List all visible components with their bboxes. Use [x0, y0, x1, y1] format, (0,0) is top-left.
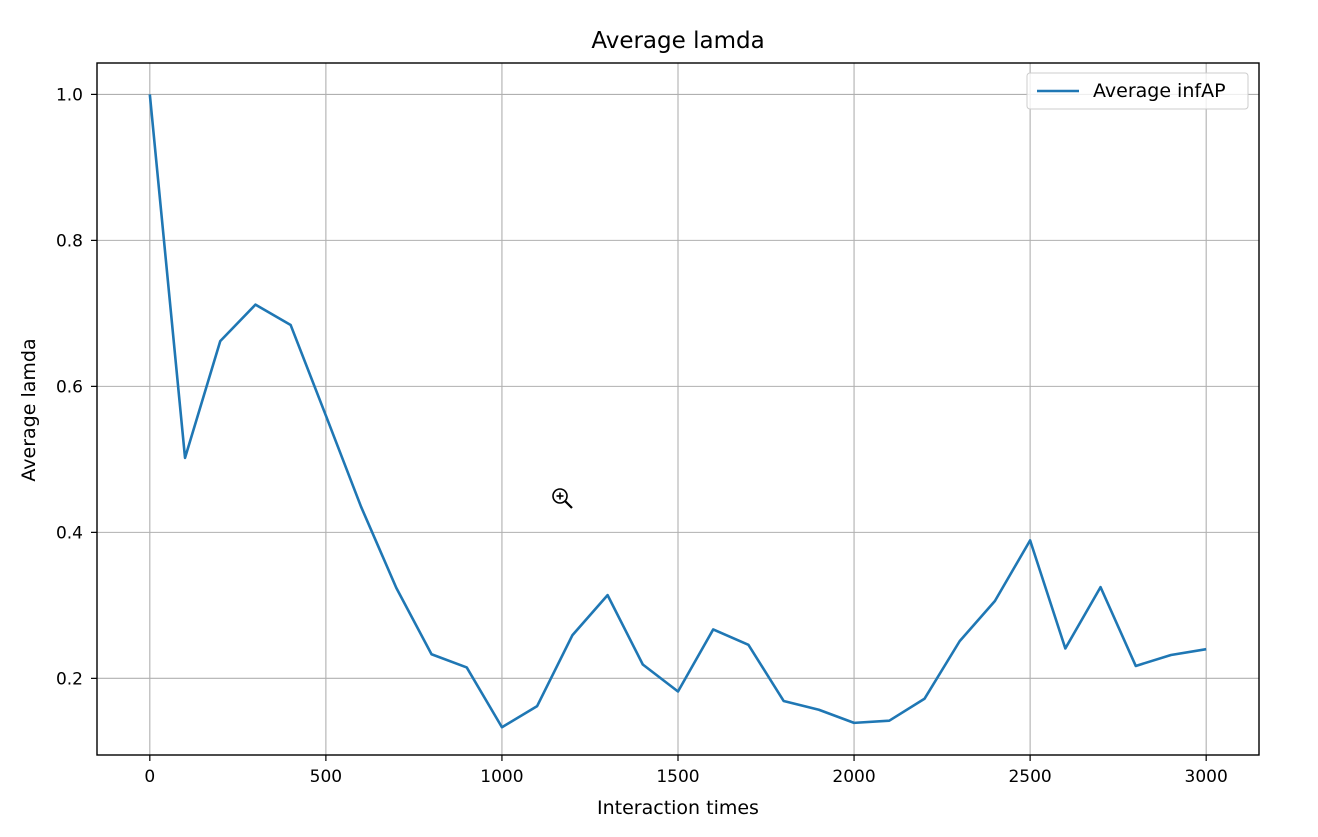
- grid-layer: [97, 63, 1259, 755]
- legend-label: Average infAP: [1093, 80, 1226, 102]
- y-tick-label: 0.6: [56, 377, 83, 397]
- zoom-cursor-icon: [552, 488, 573, 509]
- legend-box: [1026, 72, 1249, 110]
- x-tick-label: 2500: [1008, 767, 1051, 787]
- x-tick-label: 0: [144, 767, 155, 787]
- y-tick-label: 0.4: [56, 523, 83, 543]
- x-tick-label: 3000: [1185, 767, 1228, 787]
- x-tick-label: 500: [310, 767, 342, 787]
- x-tick-label: 1500: [656, 767, 699, 787]
- legend: Average infAP: [1026, 72, 1249, 110]
- chart-title: Average lamda: [591, 28, 764, 54]
- series-layer: [148, 94, 1207, 729]
- series-line-0: [148, 94, 1207, 729]
- y-tick-label: 0.8: [56, 231, 83, 251]
- y-axis-label: Average lamda: [18, 338, 40, 481]
- x-axis-label: Interaction times: [597, 797, 759, 819]
- y-tick-label: 1.0: [56, 85, 83, 105]
- x-tick-label: 1000: [480, 767, 523, 787]
- ticks-layer: 0 500 1000 1500 2000 2500 3000 0.2 0.4 0.6 0.8 1.0: [56, 85, 1228, 787]
- x-tick-label: 2000: [832, 767, 875, 787]
- y-tick-label: 0.2: [56, 669, 83, 689]
